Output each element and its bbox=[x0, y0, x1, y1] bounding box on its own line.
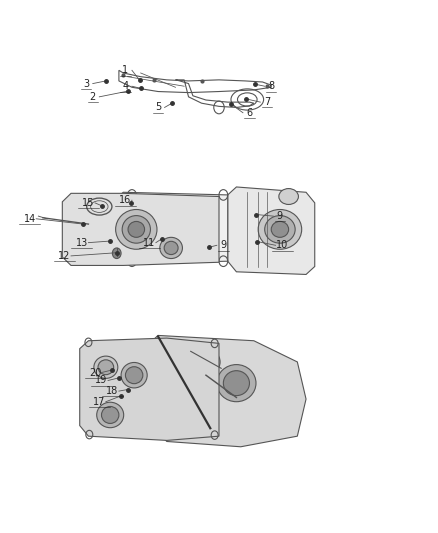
Ellipse shape bbox=[279, 189, 298, 205]
Text: 4: 4 bbox=[122, 81, 128, 91]
Text: 11: 11 bbox=[143, 238, 155, 248]
Ellipse shape bbox=[94, 356, 118, 378]
Ellipse shape bbox=[128, 221, 145, 237]
Text: 16: 16 bbox=[119, 195, 131, 205]
Polygon shape bbox=[141, 335, 306, 447]
Text: 1: 1 bbox=[122, 66, 128, 75]
Ellipse shape bbox=[164, 241, 178, 255]
Polygon shape bbox=[228, 187, 315, 274]
Ellipse shape bbox=[116, 209, 157, 249]
Polygon shape bbox=[115, 192, 228, 264]
Ellipse shape bbox=[97, 402, 124, 427]
Text: 10: 10 bbox=[276, 240, 288, 251]
Ellipse shape bbox=[125, 367, 143, 384]
Text: 19: 19 bbox=[95, 375, 108, 385]
Text: 2: 2 bbox=[90, 92, 96, 102]
Ellipse shape bbox=[258, 209, 302, 249]
Circle shape bbox=[113, 248, 121, 259]
Ellipse shape bbox=[265, 216, 295, 243]
Ellipse shape bbox=[192, 349, 220, 375]
Text: 20: 20 bbox=[89, 368, 101, 377]
Ellipse shape bbox=[121, 362, 147, 388]
Text: 8: 8 bbox=[268, 81, 274, 91]
Ellipse shape bbox=[223, 370, 250, 395]
Text: 13: 13 bbox=[76, 238, 88, 248]
Ellipse shape bbox=[122, 216, 150, 243]
Text: 9: 9 bbox=[277, 211, 283, 221]
Ellipse shape bbox=[217, 365, 256, 402]
Text: 14: 14 bbox=[24, 214, 36, 224]
Text: 3: 3 bbox=[83, 78, 89, 88]
Ellipse shape bbox=[160, 237, 183, 259]
Text: 5: 5 bbox=[155, 102, 161, 112]
Text: 9: 9 bbox=[220, 240, 226, 251]
Text: 7: 7 bbox=[264, 97, 270, 107]
Ellipse shape bbox=[197, 353, 215, 370]
Polygon shape bbox=[62, 193, 219, 265]
Polygon shape bbox=[80, 338, 219, 440]
Text: 12: 12 bbox=[58, 251, 71, 261]
Text: 6: 6 bbox=[247, 108, 253, 118]
Ellipse shape bbox=[102, 407, 119, 423]
Text: 18: 18 bbox=[106, 386, 119, 396]
Text: 17: 17 bbox=[93, 397, 106, 407]
Ellipse shape bbox=[98, 360, 114, 375]
Text: 15: 15 bbox=[82, 198, 95, 208]
Ellipse shape bbox=[271, 221, 289, 237]
